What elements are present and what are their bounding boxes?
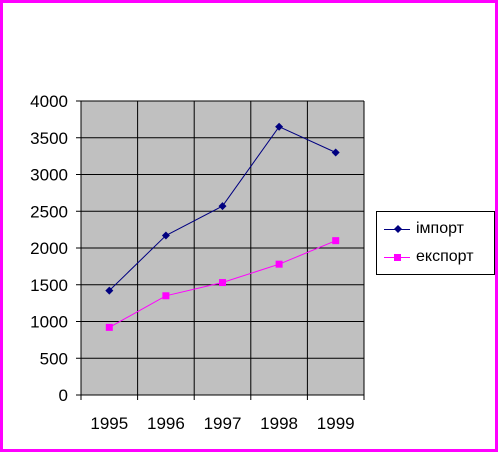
legend-marker-square-icon xyxy=(394,254,401,261)
legend: імпорт експорт xyxy=(376,211,495,275)
y-tick-labels: 0 500 1000 1500 2000 2500 3000 3500 4000 xyxy=(30,92,68,405)
x-tick-label: 1999 xyxy=(317,414,355,433)
x-tick-labels: 1995 1996 1997 1998 1999 xyxy=(90,414,354,433)
x-tick-label: 1998 xyxy=(260,414,298,433)
legend-marker-diamond-icon xyxy=(394,225,402,233)
y-tick-label: 500 xyxy=(40,349,68,368)
legend-label-import: імпорт xyxy=(416,220,464,237)
data-point-export xyxy=(105,323,113,331)
axes xyxy=(80,101,364,396)
x-tick-label: 1997 xyxy=(204,414,242,433)
legend-label-export: експорт xyxy=(416,248,474,265)
legend-item-import: імпорт xyxy=(377,218,494,242)
y-tick-label: 3000 xyxy=(30,166,68,185)
y-tick-label: 2000 xyxy=(30,239,68,258)
x-tick-label: 1996 xyxy=(147,414,185,433)
data-point-import xyxy=(275,122,284,131)
y-tick-label: 0 xyxy=(59,386,68,405)
data-point-import xyxy=(161,231,170,240)
y-tick-label: 1500 xyxy=(30,276,68,295)
y-tick-label: 3500 xyxy=(30,129,68,148)
y-tick-label: 2500 xyxy=(30,202,68,221)
data-point-export xyxy=(219,279,226,287)
y-tick-label: 4000 xyxy=(30,92,68,111)
data-point-export xyxy=(332,237,340,245)
data-point-export xyxy=(162,292,170,300)
x-tick-label: 1995 xyxy=(90,414,128,433)
series-markers xyxy=(105,122,340,331)
y-tick-label: 1000 xyxy=(30,313,68,332)
data-point-export xyxy=(275,260,283,268)
legend-item-export: експорт xyxy=(377,246,494,270)
data-point-import xyxy=(218,202,227,211)
data-point-import xyxy=(105,286,114,295)
data-point-import xyxy=(331,148,340,157)
y-gridlines xyxy=(76,100,364,396)
